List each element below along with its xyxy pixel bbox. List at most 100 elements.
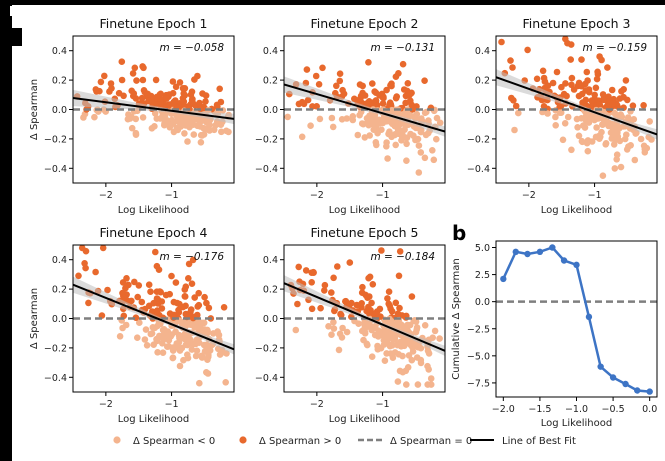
point-negative [417, 149, 425, 156]
point-positive [188, 280, 196, 288]
point-positive [122, 284, 129, 292]
point-positive [553, 68, 561, 76]
y-tick-label: −7.5 [467, 378, 490, 389]
point-positive [169, 89, 177, 97]
x-tick-label: 0.0 [642, 404, 657, 415]
point-positive [106, 88, 113, 95]
point-positive [152, 248, 159, 256]
point-negative [151, 110, 159, 117]
point-positive [189, 256, 197, 264]
point-negative [222, 379, 229, 386]
point-negative [544, 110, 551, 117]
point-negative [373, 141, 380, 149]
point-positive [130, 90, 138, 97]
point-negative [646, 118, 653, 125]
point-negative [402, 122, 410, 129]
point-positive [170, 298, 178, 306]
point-negative [91, 113, 98, 121]
point-positive [330, 274, 337, 282]
point-negative [354, 131, 362, 139]
point-positive [593, 75, 601, 83]
point-negative [429, 147, 436, 154]
cumulative-point [549, 244, 556, 251]
corner-mark [0, 28, 22, 46]
point-negative [575, 132, 583, 140]
point-negative [193, 347, 201, 355]
point-negative [568, 146, 575, 154]
cumulative-point [536, 248, 544, 256]
point-negative [637, 135, 645, 143]
point-positive [384, 295, 391, 302]
point-negative [128, 124, 136, 132]
point-positive [620, 86, 627, 93]
point-negative [552, 122, 559, 129]
point-positive [321, 287, 328, 294]
point-negative [617, 163, 625, 171]
point-negative [564, 113, 572, 121]
scatter-panel-3: Finetune Epoch 3 m = −0.159 −0.4 −0.2 0.0 0.2… [467, 16, 658, 216]
point-positive [357, 92, 365, 100]
point-negative [578, 115, 585, 122]
point-positive [558, 83, 565, 91]
point-positive [395, 70, 402, 77]
point-negative [193, 336, 201, 344]
point-positive [313, 103, 321, 110]
point-positive [365, 59, 372, 66]
y-tick-label: 0.4 [52, 255, 67, 266]
cumulative-point [512, 248, 519, 256]
point-negative [417, 344, 425, 352]
point-negative [218, 128, 225, 136]
point-positive [81, 260, 88, 267]
point-positive [220, 304, 228, 311]
point-negative [391, 119, 399, 126]
point-positive [366, 293, 373, 300]
point-negative [365, 121, 373, 129]
point-positive [533, 75, 541, 83]
point-negative [373, 119, 380, 126]
point-positive [199, 90, 206, 97]
point-positive [369, 80, 376, 87]
panel-title: Finetune Epoch 4 [100, 225, 208, 240]
point-negative [389, 341, 396, 348]
point-positive [315, 81, 323, 88]
point-negative [134, 334, 141, 342]
point-negative [403, 381, 410, 388]
point-positive [578, 82, 585, 90]
point-positive [539, 67, 547, 75]
y-tick-label: −0.4 [467, 164, 490, 175]
point-negative [147, 330, 155, 338]
point-negative [391, 131, 399, 138]
point-positive [363, 100, 371, 107]
point-negative [372, 124, 380, 132]
point-negative [610, 121, 618, 129]
point-positive [378, 247, 385, 254]
point-positive [406, 91, 413, 99]
point-negative [409, 348, 417, 355]
y-tick-label: −0.2 [255, 343, 278, 354]
point-positive [596, 53, 603, 60]
point-negative [515, 109, 522, 117]
plot-area [496, 36, 657, 179]
panel-letter: b [452, 221, 466, 245]
point-negative [284, 113, 292, 121]
point-negative [149, 324, 157, 331]
point-negative [415, 142, 423, 149]
point-negative [361, 330, 369, 337]
point-negative [190, 131, 198, 138]
point-positive [388, 308, 396, 315]
point-negative [175, 331, 183, 339]
point-positive [608, 86, 616, 94]
point-negative [598, 128, 605, 136]
x-tick-label: −2 [99, 190, 113, 201]
point-negative [141, 336, 149, 343]
confidence-band [73, 276, 234, 355]
point-positive [393, 93, 401, 100]
point-positive [176, 79, 184, 86]
scatter-panel-2: Finetune Epoch 2 m = −0.131 −0.4 −0.2 0.0 0.2… [255, 16, 446, 216]
point-positive [399, 60, 407, 68]
point-positive [592, 84, 600, 92]
point-negative [641, 145, 649, 153]
slope-label: m = −0.058 [159, 42, 224, 54]
point-positive [118, 58, 126, 65]
point-positive [334, 263, 341, 270]
